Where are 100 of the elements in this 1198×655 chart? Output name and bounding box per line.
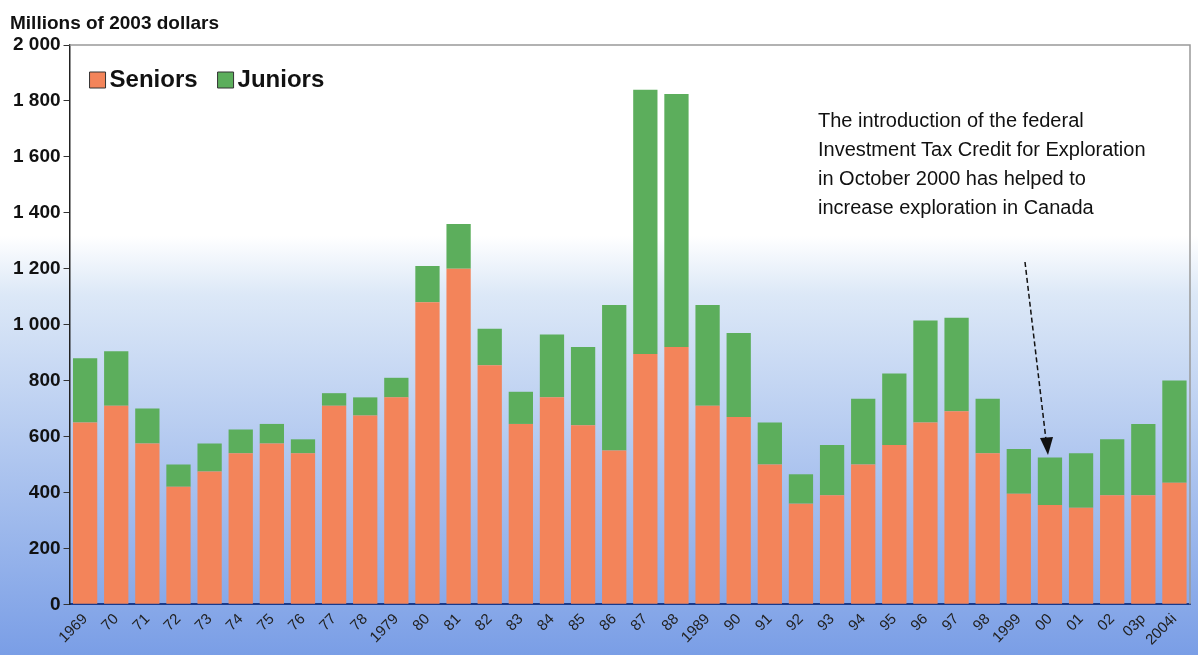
bar xyxy=(1068,453,1094,508)
bar xyxy=(353,397,378,416)
bar xyxy=(1131,423,1156,496)
bar xyxy=(1162,380,1187,483)
bar xyxy=(104,405,129,604)
bar xyxy=(228,429,253,454)
x-tick-label: 00 xyxy=(1031,609,1055,634)
bar xyxy=(913,320,938,423)
bar xyxy=(1037,505,1063,604)
y-tick-label: 1 600 xyxy=(13,145,61,167)
x-tick-label: 74 xyxy=(221,609,246,634)
bar xyxy=(757,464,782,604)
y-tick-label: 1 200 xyxy=(13,256,61,278)
bar xyxy=(819,495,845,604)
bar xyxy=(570,425,596,604)
x-tick-label: 98 xyxy=(968,609,993,634)
bar xyxy=(508,423,533,604)
bar xyxy=(851,398,876,465)
bar xyxy=(166,486,191,604)
x-tick-label: 82 xyxy=(470,609,495,634)
bar xyxy=(259,443,284,604)
bar xyxy=(477,328,502,366)
x-tick-label: 78 xyxy=(346,609,371,634)
bar xyxy=(72,358,98,423)
bar xyxy=(1100,439,1125,496)
bar xyxy=(788,474,814,504)
y-tick-label: 200 xyxy=(28,536,61,558)
x-tick-label: 87 xyxy=(626,609,651,634)
x-tick-label: 94 xyxy=(844,609,869,634)
x-tick-label: 80 xyxy=(408,609,433,634)
bar xyxy=(788,503,814,604)
bar xyxy=(415,265,440,303)
bar xyxy=(975,398,1000,454)
bar xyxy=(321,405,347,604)
bar xyxy=(384,377,409,398)
x-tick-label: 85 xyxy=(564,609,589,634)
bar xyxy=(975,453,1000,604)
bar xyxy=(1006,493,1031,604)
bar xyxy=(228,453,253,604)
bar xyxy=(570,347,596,426)
bar xyxy=(602,450,627,604)
bar xyxy=(944,317,969,412)
bar xyxy=(104,351,129,406)
bar xyxy=(1006,449,1031,494)
bar xyxy=(353,415,378,604)
bar xyxy=(726,416,751,604)
bar xyxy=(1100,495,1125,604)
x-tick-label: 95 xyxy=(875,609,900,634)
x-tick-label: 81 xyxy=(439,609,464,634)
bar xyxy=(290,453,316,604)
x-tick-label: 92 xyxy=(782,609,806,634)
bar xyxy=(633,354,658,604)
x-tick-label: 72 xyxy=(159,609,184,634)
x-tick-label: 97 xyxy=(937,609,962,634)
x-tick-label: 73 xyxy=(190,609,215,634)
bar xyxy=(602,305,627,451)
bar xyxy=(539,334,565,398)
y-tick-label: 0 xyxy=(49,592,61,614)
bar xyxy=(259,423,284,444)
y-tick-label: 2 000 xyxy=(13,33,61,55)
x-tick-label: 86 xyxy=(595,609,620,634)
bar xyxy=(290,439,316,454)
bar xyxy=(757,422,782,465)
bar xyxy=(695,405,720,604)
y-tick-label: 400 xyxy=(28,480,61,502)
bar xyxy=(197,471,222,604)
y-tick-label: 800 xyxy=(28,368,61,390)
bar xyxy=(695,305,720,406)
bar xyxy=(819,444,845,496)
bar xyxy=(135,443,160,604)
y-tick-label: 1 400 xyxy=(13,201,61,223)
x-tick-label: 91 xyxy=(751,609,775,634)
x-tick-label: 75 xyxy=(253,609,277,634)
x-tick-label: 96 xyxy=(906,609,931,634)
y-axis-title: Millions of 2003 dollars xyxy=(10,11,220,33)
bar xyxy=(726,333,751,417)
bar xyxy=(477,365,502,604)
bar xyxy=(851,464,876,604)
legend-label: Juniors xyxy=(237,64,325,92)
bar xyxy=(415,302,440,604)
bar xyxy=(1068,507,1094,604)
bar xyxy=(633,89,658,355)
bar xyxy=(1162,482,1187,604)
x-tick-label: 76 xyxy=(284,609,309,634)
x-tick-label: 93 xyxy=(813,609,838,634)
x-tick-label: 02 xyxy=(1093,609,1118,634)
y-tick-label: 1 800 xyxy=(13,89,61,111)
bar xyxy=(135,408,160,444)
x-tick-label: 90 xyxy=(719,609,744,634)
x-tick-label: 88 xyxy=(657,609,682,634)
bar xyxy=(944,411,969,604)
bar xyxy=(664,93,689,348)
x-tick-label: 84 xyxy=(533,609,558,634)
bar xyxy=(1131,495,1156,604)
bar xyxy=(664,347,689,604)
y-tick-label: 600 xyxy=(28,424,61,446)
bar xyxy=(384,397,409,604)
x-tick-label: 71 xyxy=(128,609,153,634)
legend-label: Seniors xyxy=(109,64,198,92)
bar xyxy=(321,393,347,406)
